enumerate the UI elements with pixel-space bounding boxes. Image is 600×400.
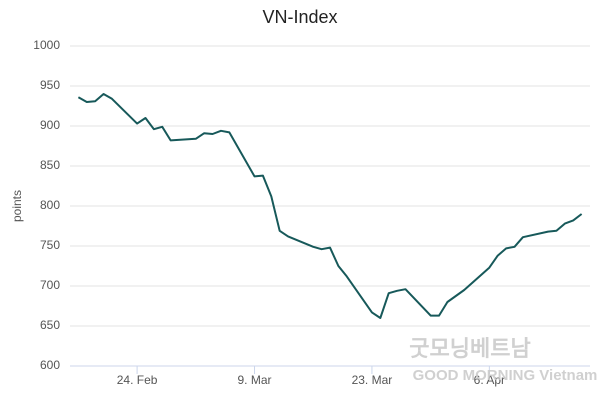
watermark: 굿모닝베트남 [409,336,530,361]
x-tick-label: 9. Mar [238,373,272,387]
y-tick-label: 1000 [33,38,60,52]
line-series [77,93,583,319]
y-tick-label: 700 [40,278,60,292]
x-tick-label: 24. Feb [117,373,158,387]
chart-title: VN-Index [262,7,337,27]
plot-area: 600 650 700 750 800 850 900 950 1000 24. Feb 9. Ma… [33,38,590,387]
y-tick-label: 600 [40,358,60,372]
y-tick-label: 950 [40,78,60,92]
y-tick-label: 800 [40,198,60,212]
y-tick-label: 750 [40,238,60,252]
watermark: GOOD MORNING Vietnam [413,367,598,384]
x-tick-label: 23. Mar [352,373,393,387]
x-tick-label: 6. Apr [474,373,505,387]
y-tick-label: 900 [40,118,60,132]
y-axis-label: points [10,190,24,222]
y-tick-label: 650 [40,318,60,332]
y-tick-label: 850 [40,158,60,172]
